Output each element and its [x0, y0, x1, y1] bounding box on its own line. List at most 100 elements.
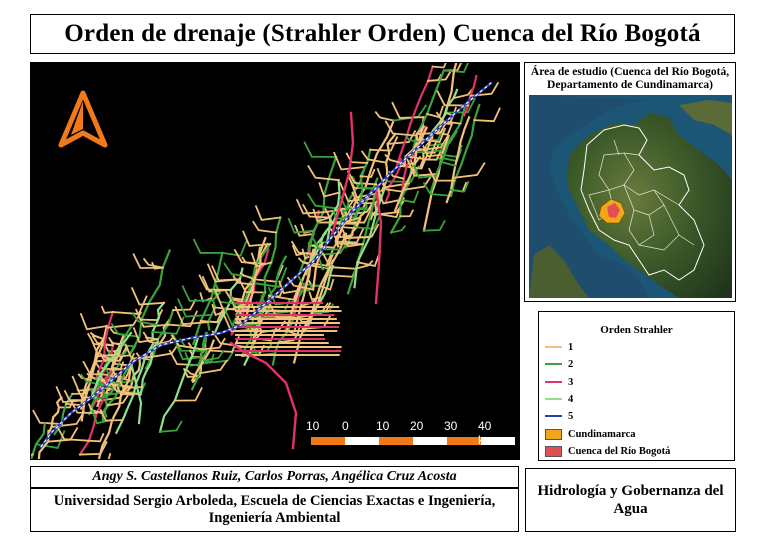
university-box: Universidad Sergio Arboleda, Escuela de …	[30, 488, 519, 532]
legend-label: 3	[568, 376, 574, 388]
stream-segment	[100, 305, 114, 314]
stream-segment	[412, 164, 437, 179]
university-line1: Universidad Sergio Arboleda, Escuela de …	[53, 493, 496, 509]
stream-segment	[319, 241, 348, 256]
stream-segment	[303, 141, 338, 158]
stream-segment	[452, 88, 474, 100]
stream-segment	[422, 134, 451, 232]
stream-segment	[374, 111, 395, 122]
stream-segment	[159, 420, 183, 433]
scale-bar-segment	[345, 441, 379, 445]
course-title: Hidrología y Gobernanza del Agua	[537, 483, 724, 517]
stream-segment	[201, 337, 226, 351]
stream-segment	[422, 219, 446, 232]
stream-segment	[142, 257, 164, 269]
stream-segment	[202, 350, 225, 362]
stream-segment	[89, 387, 109, 401]
stream-segment	[427, 69, 453, 82]
stream-segment	[346, 170, 377, 186]
legend-label: 5	[568, 410, 574, 422]
stream-segment	[338, 222, 371, 239]
scale-bar-segment	[413, 441, 447, 445]
stream-segment	[116, 374, 144, 389]
stream-segment	[190, 332, 207, 391]
scale-bar-segment	[379, 437, 413, 441]
stream-segment	[106, 394, 129, 407]
legend-item: Cundinamarca	[545, 427, 636, 441]
scale-bar-segment	[481, 441, 515, 445]
stream-segment	[151, 301, 166, 341]
stream-segment	[98, 452, 112, 459]
stream-segment	[90, 332, 107, 341]
legend-item: 1	[545, 340, 573, 354]
stream-segment	[312, 208, 332, 223]
stream-segment	[132, 313, 157, 326]
stream-segment	[360, 150, 388, 164]
legend-item: 4	[545, 392, 573, 406]
stream-segment	[97, 365, 133, 459]
legend-label: 4	[568, 393, 574, 405]
stream-segment	[422, 182, 453, 197]
legend-line-order-5	[545, 415, 562, 417]
stream-segment	[211, 265, 241, 282]
stream-segment	[142, 331, 159, 341]
stream-segment	[399, 209, 415, 218]
stream-segment	[294, 224, 315, 237]
stream-segment	[79, 312, 108, 331]
stream-segment	[442, 63, 469, 73]
inset-caption-line1: Área de estudio (Cuenca del Río Bogotá,	[530, 66, 730, 78]
scale-label: 0	[342, 419, 349, 433]
stream-segment	[473, 107, 501, 123]
scale-label: 20	[410, 419, 424, 433]
stream-segment	[114, 342, 155, 435]
stream-segment	[224, 290, 244, 301]
legend: Orden Strahler 1 2 3 4 5 Cundinamarca Cu…	[538, 311, 735, 461]
stream-segment	[95, 310, 115, 391]
stream-segment	[306, 193, 341, 210]
stream-segment	[252, 301, 267, 340]
stream-segment	[158, 336, 200, 434]
stream-segment	[402, 176, 432, 191]
legend-label: Cuenca del Río Bogotá	[568, 445, 671, 457]
stream-segment	[344, 209, 372, 224]
stream-segment	[130, 286, 165, 306]
scale-bar-segment	[311, 437, 345, 441]
stream-segment	[391, 101, 425, 119]
scale-label: 30	[444, 419, 458, 433]
stream-segment	[116, 386, 135, 396]
stream-segment	[97, 378, 128, 397]
stream-segment	[351, 175, 381, 191]
stream-segment	[186, 369, 201, 378]
stream-segment	[318, 259, 332, 271]
stream-segment	[82, 360, 113, 376]
stream-segment	[376, 188, 402, 205]
stream-segment	[295, 198, 325, 215]
stream-segment	[435, 111, 462, 125]
stream-segment	[405, 135, 419, 143]
main-map: 10 0 10 20 30 40 km	[30, 62, 520, 460]
authors: Angy S. Castellanos Ruiz, Carlos Porras,…	[92, 469, 457, 484]
legend-item: Cuenca del Río Bogotá	[545, 444, 670, 458]
stream-segment	[324, 207, 359, 225]
stream-segment	[442, 63, 463, 72]
inset-box: Área de estudio (Cuenca del Río Bogotá, …	[524, 62, 736, 302]
stream-segment	[451, 162, 486, 179]
scale-label: 10	[376, 419, 390, 433]
stream-segment	[32, 409, 63, 425]
stream-segment	[444, 97, 476, 114]
stream-segment	[223, 307, 260, 327]
inset-caption: Área de estudio (Cuenca del Río Bogotá, …	[525, 63, 735, 92]
stream-segment	[229, 341, 298, 450]
stream-segment	[158, 336, 175, 345]
scale-bar-segment	[345, 437, 379, 441]
stream-segment	[91, 340, 121, 358]
stream-segment	[172, 298, 197, 312]
legend-title: Orden Strahler	[600, 324, 673, 336]
stream-segment	[89, 331, 133, 400]
inset-caption-line2: Departamento de Cundinamarca)	[547, 79, 713, 91]
stream-segment	[174, 306, 209, 326]
stream-segment	[415, 141, 432, 152]
stream-segment	[110, 322, 141, 338]
stream-segment	[250, 252, 273, 268]
stream-segment	[311, 235, 341, 251]
